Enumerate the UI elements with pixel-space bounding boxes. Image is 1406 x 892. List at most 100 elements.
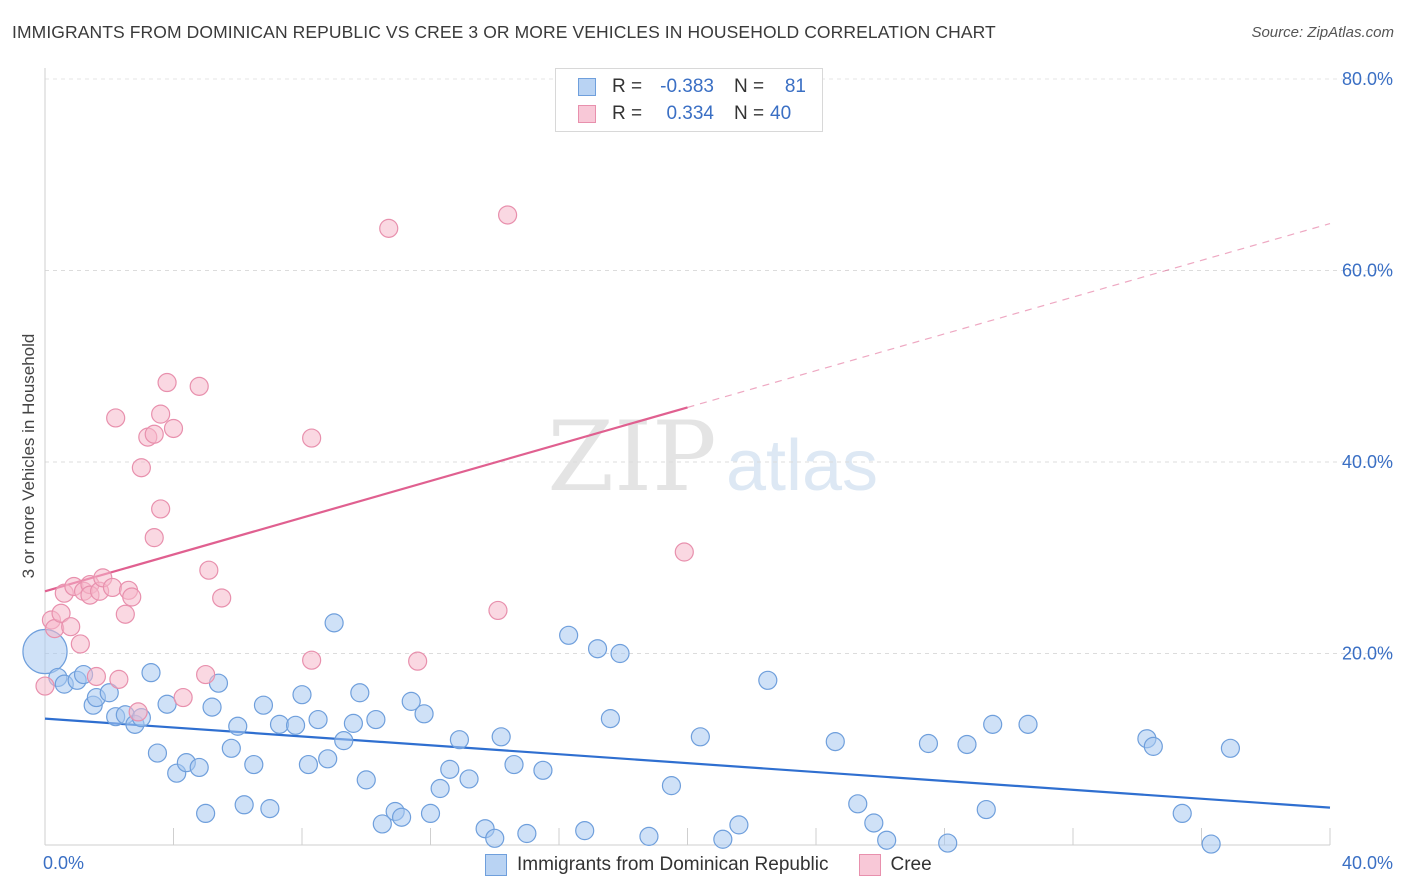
data-point-dominican <box>610 643 630 664</box>
correlation-legend: R = -0.383 N = 81 R = 0.334 N = 40 <box>555 68 823 132</box>
data-point-dominican <box>292 685 312 705</box>
data-point-dominican <box>372 814 392 834</box>
watermark-zip: ZIP <box>547 401 716 513</box>
data-point-cree <box>163 418 184 439</box>
r-value: 0.334 <box>666 103 714 124</box>
data-point-cree <box>109 669 129 689</box>
n-value: 81 <box>784 76 806 97</box>
trend-line-cree <box>44 406 688 593</box>
watermark: ZIP atlas <box>547 401 878 513</box>
data-point-dominican <box>202 697 222 717</box>
n-label: N = <box>734 76 765 97</box>
data-point-dominican <box>877 830 897 850</box>
data-point-dominican <box>356 770 376 790</box>
data-point-dominican <box>196 803 216 824</box>
watermark-atlas: atlas <box>726 426 878 506</box>
data-point-dominican <box>575 821 595 841</box>
source-credit: Source: ZipAtlas.com <box>1251 24 1394 41</box>
data-point-dominican <box>141 663 161 683</box>
data-point-dominican <box>600 709 621 729</box>
data-point-cree <box>128 702 148 722</box>
data-point-dominican <box>690 727 710 747</box>
y-tick-label: 40.0% <box>1342 452 1393 472</box>
r-value: -0.383 <box>660 76 714 97</box>
data-point-dominican <box>848 794 868 814</box>
y-tick-label: 60.0% <box>1342 261 1393 281</box>
x-tick-label: 40.0% <box>1342 853 1393 873</box>
data-point-dominican <box>334 731 354 751</box>
series-legend: Immigrants from Dominican Republic Cree <box>485 852 962 878</box>
data-point-dominican <box>285 715 306 735</box>
chart-title: IMMIGRANTS FROM DOMINICAN REPUBLIC VS CR… <box>12 22 996 42</box>
data-point-dominican <box>449 730 470 750</box>
data-point-dominican <box>1143 736 1163 756</box>
data-point-dominican <box>343 713 363 733</box>
data-point-dominican <box>420 803 441 824</box>
data-point-cree <box>131 458 151 478</box>
data-point-dominican <box>459 769 479 789</box>
data-point-dominican <box>957 734 977 755</box>
legend-row-dominican: R = -0.383 N = 81 <box>578 74 806 100</box>
legend-swatch-pink <box>578 105 596 123</box>
data-point-cree <box>488 600 508 621</box>
data-point-dominican <box>587 639 608 659</box>
data-point-dominican <box>825 731 845 752</box>
data-point-cree <box>144 424 164 444</box>
trend-line-dominican <box>44 717 1331 809</box>
data-point-dominican <box>559 625 579 645</box>
data-point-dominican <box>157 694 177 714</box>
data-point-cree <box>379 218 399 238</box>
data-point-dominican <box>298 754 319 775</box>
data-point-dominican <box>234 795 254 815</box>
data-point-dominican <box>414 704 434 724</box>
data-point-cree <box>70 634 90 654</box>
y-axis-label: 3 or more Vehicles in Household <box>19 334 38 579</box>
data-point-cree <box>51 603 71 623</box>
data-point-dominican <box>1220 738 1241 758</box>
r-label: R = <box>612 76 643 97</box>
data-point-cree <box>199 560 219 580</box>
data-point-dominican <box>253 695 274 715</box>
tick-labels: 20.0% 40.0% 60.0% 80.0% 0.0% 40.0% <box>43 69 1393 873</box>
data-point-dominican <box>260 799 280 819</box>
data-point-cree <box>196 664 216 685</box>
data-point-dominican <box>491 727 511 747</box>
data-point-dominican <box>983 714 1003 734</box>
data-point-cree <box>86 666 107 687</box>
data-point-dominican <box>661 776 682 796</box>
data-point-cree <box>212 588 232 608</box>
axes <box>44 68 1331 846</box>
data-point-dominican <box>366 709 386 730</box>
data-point-cree <box>144 528 164 548</box>
legend-item-cree: Cree <box>858 854 932 876</box>
data-point-dominican <box>391 807 412 827</box>
data-point-dominican <box>938 833 958 853</box>
data-point-dominican <box>430 778 450 799</box>
data-point-dominican <box>1201 834 1221 854</box>
legend-item-dominican: Immigrants from Dominican Republic <box>485 854 829 876</box>
data-point-dominican <box>99 683 119 703</box>
data-point-dominican <box>401 691 421 711</box>
y-tick-label: 80.0% <box>1342 69 1393 89</box>
data-point-dominican <box>350 683 370 703</box>
data-point-cree <box>302 428 322 448</box>
data-point-dominican <box>324 613 344 633</box>
legend-label: Cree <box>890 854 932 875</box>
data-point-cree <box>35 676 55 696</box>
data-point-dominican <box>758 670 778 690</box>
data-points <box>22 205 1241 854</box>
data-point-cree <box>408 651 428 671</box>
x-tick-label: 0.0% <box>43 853 84 873</box>
n-value: 40 <box>770 103 792 124</box>
trend-line-cree-extension <box>687 223 1331 408</box>
data-point-cree <box>173 687 193 708</box>
data-point-dominican <box>318 749 338 769</box>
data-point-dominican <box>485 828 505 848</box>
data-point-cree <box>157 372 177 393</box>
y-tick-label: 20.0% <box>1342 644 1393 664</box>
data-point-dominican <box>729 815 749 835</box>
data-point-dominican <box>244 754 264 775</box>
data-point-dominican <box>147 743 168 763</box>
r-label: R = <box>612 103 643 124</box>
